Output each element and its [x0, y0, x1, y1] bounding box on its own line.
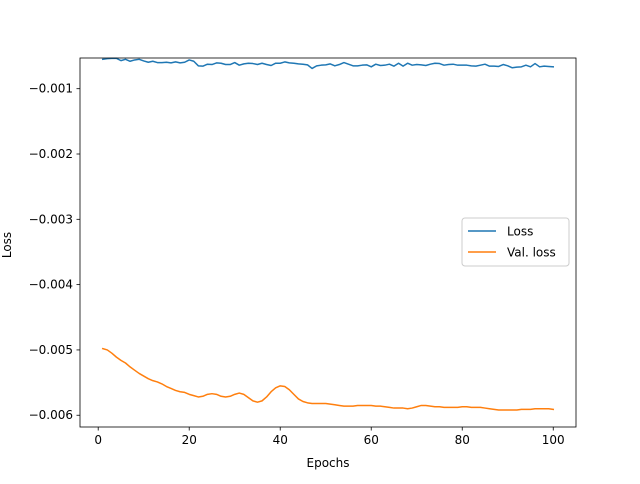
axes-spines — [79, 57, 577, 428]
x-tick-label: 40 — [273, 433, 288, 447]
x-tick-label: 100 — [542, 433, 565, 447]
x-tick-label: 60 — [364, 433, 379, 447]
legend-label-loss: Loss — [507, 225, 533, 239]
y-tick-label: −0.006 — [29, 408, 73, 422]
series-lines — [101, 57, 555, 411]
legend: Loss Val. loss — [461, 217, 570, 267]
y-tick-label: −0.001 — [29, 82, 73, 96]
x-tick-label: 0 — [94, 433, 102, 447]
x-axis-ticks: 0 20 40 60 80 100 — [94, 427, 565, 447]
legend-label-val-loss: Val. loss — [507, 246, 556, 260]
x-tick-label: 80 — [455, 433, 470, 447]
legend-box — [461, 217, 570, 267]
y-axis-ticks: −0.001 −0.002 −0.003 −0.004 −0.005 −0.006 — [29, 82, 80, 422]
y-tick-label: −0.003 — [29, 212, 73, 226]
axes-frame — [79, 57, 577, 428]
y-tick-label: −0.005 — [29, 343, 73, 357]
x-axis-label: Epochs — [307, 456, 350, 470]
y-tick-label: −0.004 — [29, 278, 73, 292]
series-line-val-loss — [101, 347, 555, 411]
x-tick-label: 20 — [182, 433, 197, 447]
y-axis-label: Loss — [0, 232, 14, 258]
series-line-loss — [101, 57, 555, 70]
y-tick-label: −0.002 — [29, 147, 73, 161]
